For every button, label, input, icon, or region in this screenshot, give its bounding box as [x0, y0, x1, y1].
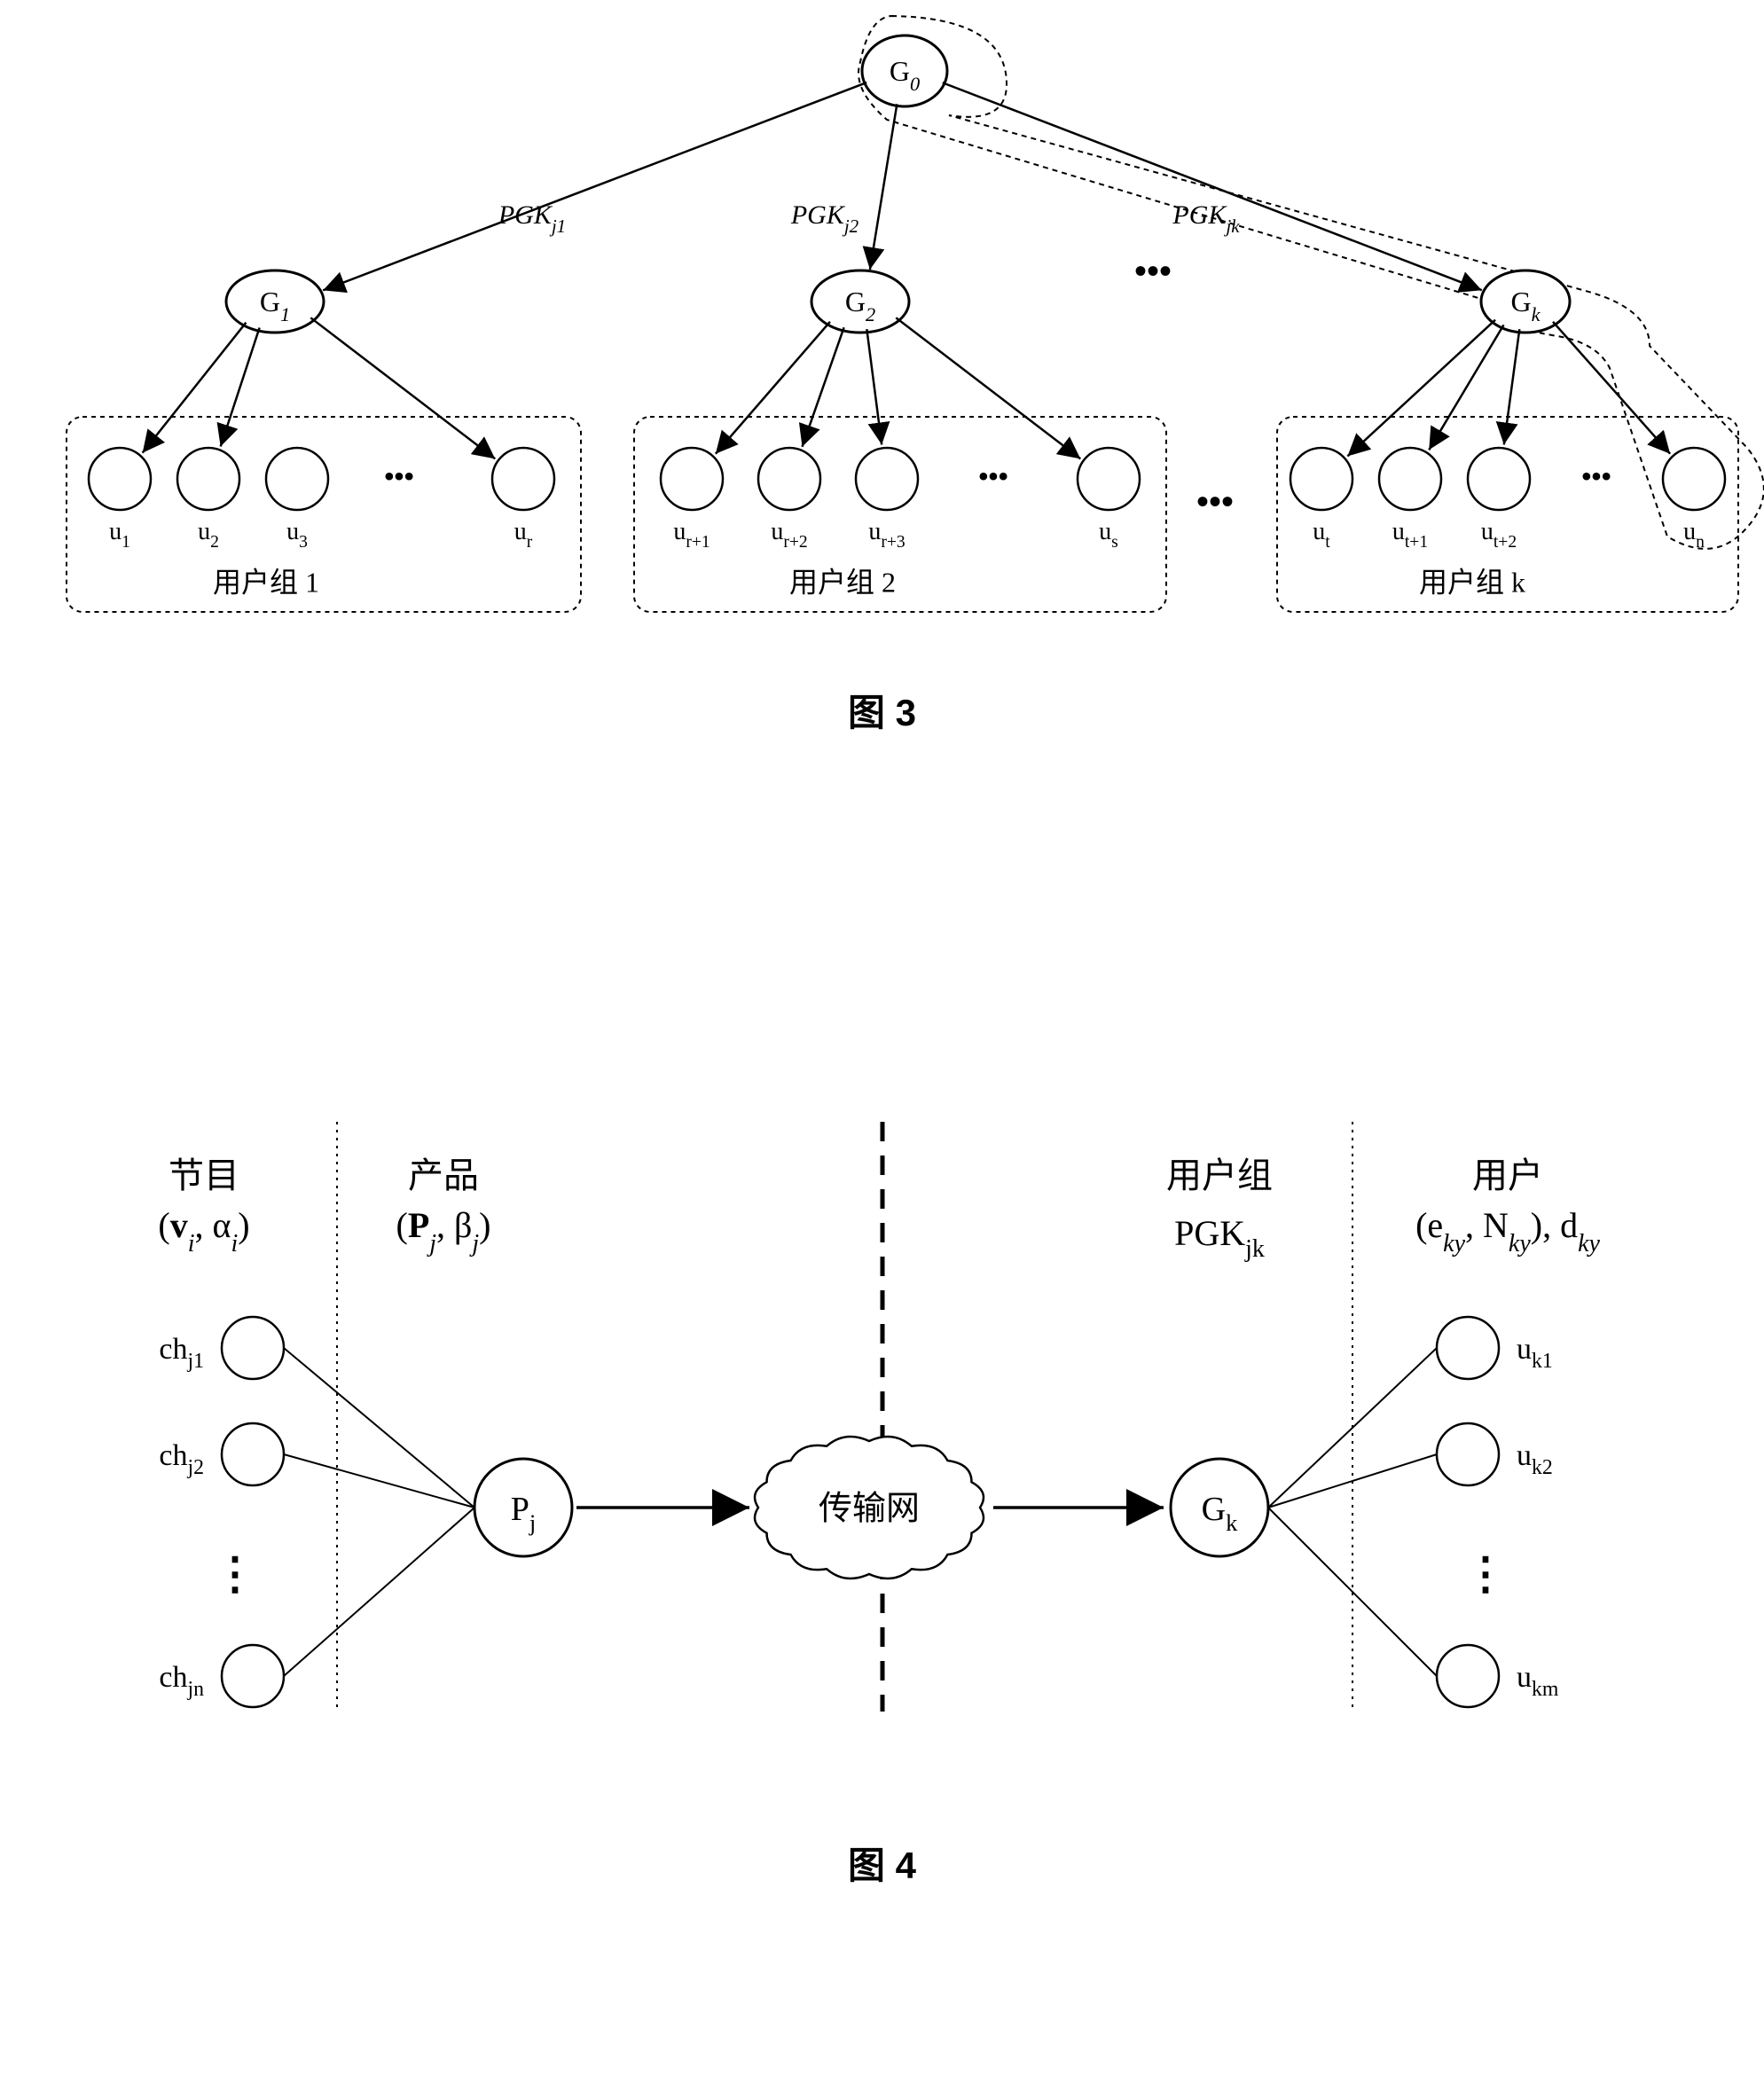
svg-text:(eky, Nky), dky: (eky, Nky), dky [1415, 1205, 1600, 1257]
svg-text:chj2: chj2 [159, 1439, 204, 1480]
svg-text:u2: u2 [198, 518, 219, 552]
svg-text:un: un [1683, 518, 1705, 552]
svg-text:节目: 节目 [169, 1156, 239, 1195]
svg-text:用户组: 用户组 [1166, 1156, 1273, 1195]
svg-text:PGKj1: PGKj1 [498, 200, 566, 237]
svg-text:uk2: uk2 [1517, 1439, 1553, 1480]
svg-text:•••: ••• [978, 459, 1008, 491]
svg-text:•••: ••• [384, 459, 414, 491]
svg-text:ur: ur [514, 518, 533, 552]
svg-text:ukm: ukm [1517, 1661, 1559, 1702]
figure-3-container: G0PGKj1G1PGKj2G2PGKjkGk•••用户组 1u1u2u3ur•… [0, 0, 1764, 737]
svg-text:⋮: ⋮ [1463, 1548, 1508, 1598]
svg-text:传输网: 传输网 [819, 1491, 920, 1528]
svg-text:u3: u3 [286, 518, 308, 552]
svg-text:chj1: chj1 [159, 1333, 204, 1374]
figure-4-container: 节目 (vi, αi) 产品 (Pj, βj) 用户组 PGKjk 用户 (eky, Nky)… [0, 1073, 1764, 1890]
svg-text:ut+2: ut+2 [1481, 518, 1517, 552]
svg-text:ur+2: ur+2 [771, 518, 807, 552]
svg-text:(Pj, βj): (Pj, βj) [396, 1205, 490, 1257]
figure-4-label: 图 4 [0, 1836, 1764, 1890]
svg-text:uk1: uk1 [1517, 1333, 1553, 1374]
svg-text:•••: ••• [1196, 482, 1234, 521]
svg-text:PGKj2: PGKj2 [790, 200, 859, 237]
svg-text:PGKjk: PGKjk [1174, 1213, 1265, 1263]
svg-text:产品: 产品 [408, 1156, 479, 1195]
svg-text:ut+1: ut+1 [1392, 518, 1428, 552]
svg-text:用户组 k: 用户组 k [1419, 566, 1525, 598]
svg-text:ur+1: ur+1 [673, 518, 710, 552]
figure-3-svg: G0PGKj1G1PGKj2G2PGKjkGk•••用户组 1u1u2u3ur•… [0, 0, 1764, 683]
figure-4-svg: 节目 (vi, αi) 产品 (Pj, βj) 用户组 PGKjk 用户 (eky, Nky)… [0, 1073, 1764, 1800]
svg-text:(vi, αi): (vi, αi) [158, 1205, 249, 1257]
svg-text:用户: 用户 [1472, 1156, 1543, 1195]
svg-text:chjn: chjn [159, 1661, 204, 1702]
svg-text:u1: u1 [109, 518, 130, 552]
svg-text:ut: ut [1313, 518, 1330, 552]
svg-text:•••: ••• [1581, 459, 1611, 491]
svg-text:用户组 1: 用户组 1 [213, 566, 319, 598]
figure-3-label: 图 3 [0, 683, 1764, 737]
svg-text:ur+3: ur+3 [868, 518, 906, 552]
svg-text:⋮: ⋮ [213, 1548, 257, 1598]
svg-text:us: us [1099, 518, 1118, 552]
svg-text:PGKjk: PGKjk [1172, 200, 1240, 237]
svg-text:用户组 2: 用户组 2 [789, 566, 896, 598]
svg-text:•••: ••• [1134, 251, 1172, 291]
